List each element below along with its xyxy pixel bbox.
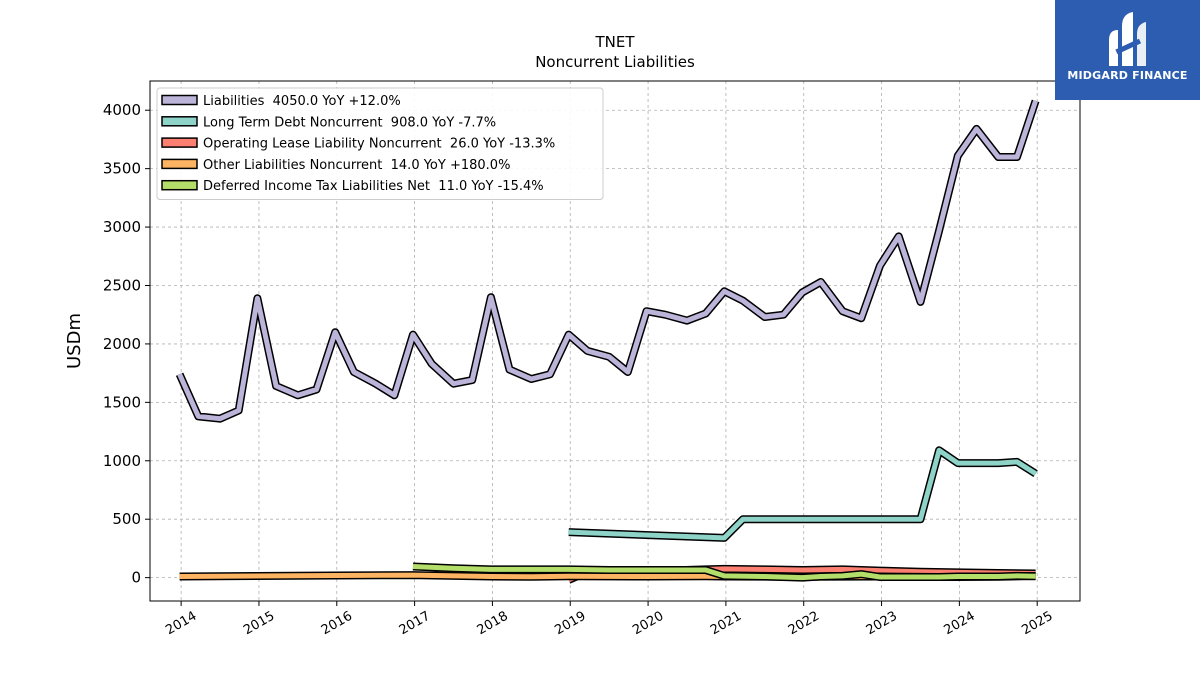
y-tick-label: 0 xyxy=(131,569,141,587)
legend-swatch xyxy=(161,116,198,127)
x-tick-label: 2017 xyxy=(397,609,433,639)
series-stroke xyxy=(568,447,1037,541)
chart-subtitle: Noncurrent Liabilities xyxy=(535,53,695,71)
legend: Liabilities 4050.0 YoY +12.0% Long Term D… xyxy=(156,87,604,200)
y-tick-label: 3000 xyxy=(103,218,141,236)
y-tick-label: 500 xyxy=(112,510,141,528)
legend-box xyxy=(156,87,604,200)
x-tick-label: 2019 xyxy=(552,609,588,639)
legend-swatch xyxy=(161,179,198,191)
series-lines xyxy=(175,99,1040,584)
brand-logo-text: MIDGARD FINANCE xyxy=(1067,69,1188,82)
legend-entry: Operating Lease Liability Noncurrent 26.… xyxy=(203,137,555,152)
chart-title: TNET xyxy=(594,33,635,51)
legend-entry: Liabilities 4050.0 YoY +12.0% xyxy=(203,94,401,109)
x-tick-label: 2021 xyxy=(708,609,744,639)
series-stroke xyxy=(412,564,1036,581)
x-tick-label: 2020 xyxy=(630,609,666,639)
x-tick-label: 2018 xyxy=(475,609,511,639)
legend-swatch xyxy=(161,94,198,106)
x-tick-label: 2024 xyxy=(942,609,978,639)
x-tick-label: 2025 xyxy=(1019,609,1055,639)
brand-logo: MIDGARD FINANCE xyxy=(1055,0,1200,100)
legend-entry: Deferred Income Tax Liabilities Net 11.0… xyxy=(203,179,544,194)
series-line-deferred-income-tax-liabilities-net xyxy=(412,562,1036,582)
legend-entry: Other Liabilities Noncurrent 14.0 YoY +1… xyxy=(203,158,510,173)
y-tick-label: 4000 xyxy=(103,101,141,119)
x-tick-label: 2016 xyxy=(319,609,355,639)
brand-logo-mark-icon xyxy=(1109,12,1146,66)
y-tick-label: 2000 xyxy=(103,335,141,353)
y-tick-label: 2500 xyxy=(103,276,141,294)
y-tick-label: 3500 xyxy=(103,160,141,178)
series-stroke xyxy=(177,100,1038,422)
y-tick-label: 1000 xyxy=(103,452,141,470)
series-line-long-term-debt-noncurrent xyxy=(568,446,1038,542)
x-tick-label: 2022 xyxy=(786,609,822,639)
series-line-liabilities xyxy=(175,99,1040,423)
x-tick-label: 2023 xyxy=(864,609,900,639)
y-axis-label: USDm xyxy=(64,313,85,369)
y-tick-label: 1500 xyxy=(103,393,141,411)
legend-entry: Long Term Debt Noncurrent 908.0 YoY -7.7… xyxy=(203,115,496,130)
legend-swatch xyxy=(161,137,198,148)
plot-frame xyxy=(149,80,1081,602)
legend-swatch xyxy=(161,158,198,170)
x-tick-label: 2015 xyxy=(241,609,277,639)
x-tick-label: 2014 xyxy=(163,609,199,639)
